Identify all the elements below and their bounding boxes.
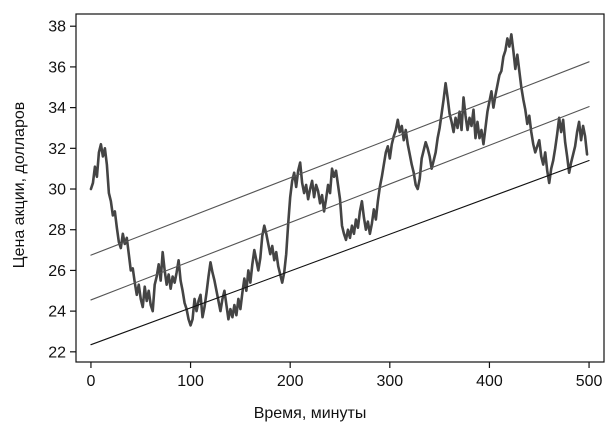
y-tick-label: 32 <box>48 141 66 158</box>
y-tick-label: 28 <box>48 222 66 239</box>
x-axis-label: Время, минуты <box>254 405 367 422</box>
y-axis-ticks: 22 24 26 28 30 32 34 36 38 <box>48 19 76 361</box>
y-tick-label: 24 <box>48 304 66 321</box>
x-tick-label: 0 <box>86 373 95 390</box>
y-tick-label: 38 <box>48 19 66 36</box>
plot-frame <box>75 13 605 363</box>
series-layer <box>89 33 590 346</box>
lower-trend-line <box>90 159 590 346</box>
x-tick-label: 100 <box>177 373 204 390</box>
y-tick-label: 34 <box>48 100 66 117</box>
y-axis-label: Цена акции, долларов <box>11 102 28 269</box>
x-tick-label: 200 <box>277 373 304 390</box>
y-tick-label: 22 <box>48 344 66 361</box>
x-tick-label: 300 <box>376 373 403 390</box>
y-tick-label: 26 <box>48 263 66 280</box>
x-axis-ticks: 0 100 200 300 400 500 <box>86 362 603 390</box>
y-tick-label: 30 <box>48 182 66 199</box>
x-tick-label: 400 <box>476 373 503 390</box>
price-line <box>89 33 589 327</box>
y-tick-label: 36 <box>48 59 66 76</box>
upper-trend-line <box>90 61 590 256</box>
x-tick-label: 500 <box>576 373 603 390</box>
middle-trend-line <box>90 106 590 301</box>
